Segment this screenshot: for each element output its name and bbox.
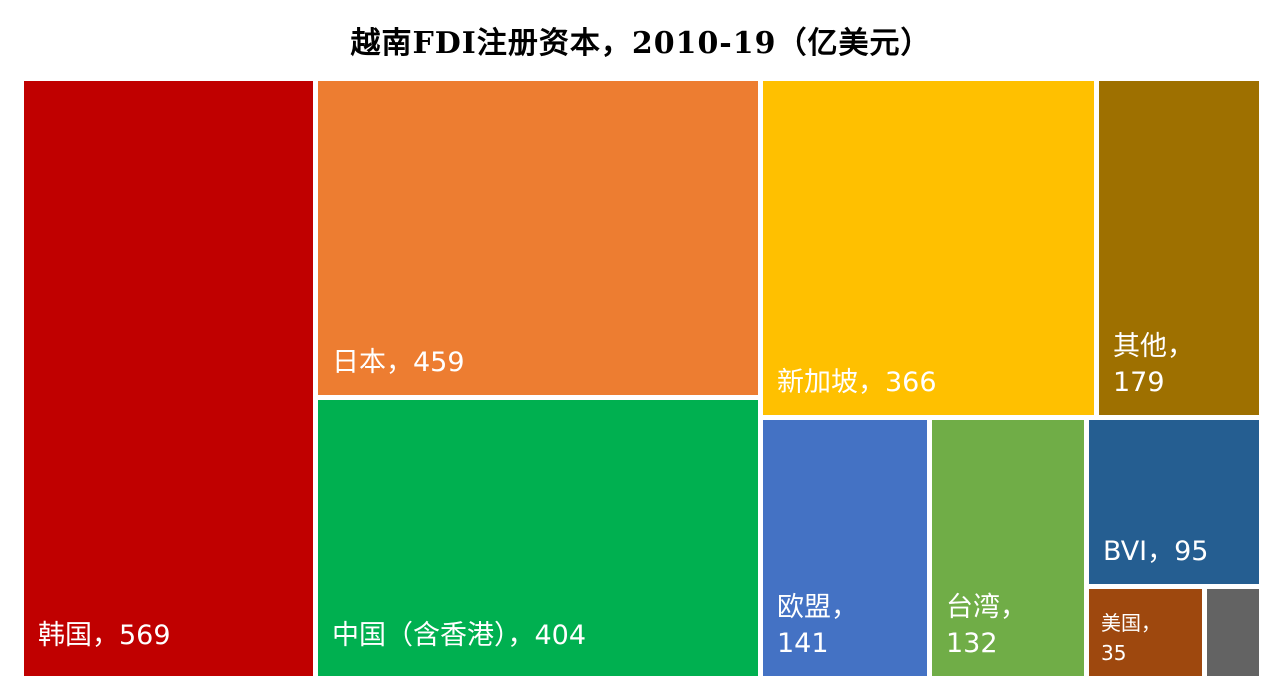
treemap-tile: 台湾， 132 <box>932 420 1084 676</box>
tile-data-label: BVI，95 <box>1103 536 1209 567</box>
tile-data-label: 新加坡，366 <box>777 367 937 398</box>
tile-data-label: 日本，459 <box>332 347 465 378</box>
treemap-tile: 新加坡，366 <box>763 81 1094 415</box>
tile-data-label: 美国， 35 <box>1101 611 1161 665</box>
treemap-tile: 中国（含香港），404 <box>318 400 758 676</box>
tile-data-label: 其他， 179 <box>1113 331 1194 398</box>
chart-title: 越南FDI注册资本，2010-19（亿美元） <box>350 26 932 61</box>
treemap-tile: 其他， 179 <box>1099 81 1259 415</box>
tile-data-label: 台湾， 132 <box>946 592 1027 659</box>
treemap-tile <box>1207 589 1259 676</box>
treemap-tile: 欧盟， 141 <box>763 420 927 676</box>
tile-data-label: 欧盟， 141 <box>777 592 858 659</box>
treemap-tile: BVI，95 <box>1089 420 1259 584</box>
treemap-tile: 美国， 35 <box>1089 589 1202 676</box>
tile-data-label: 韩国，569 <box>38 620 171 651</box>
treemap-tile: 日本，459 <box>318 81 758 395</box>
tile-data-label: 中国（含香港），404 <box>332 620 587 651</box>
treemap-tile: 韩国，569 <box>24 81 313 676</box>
